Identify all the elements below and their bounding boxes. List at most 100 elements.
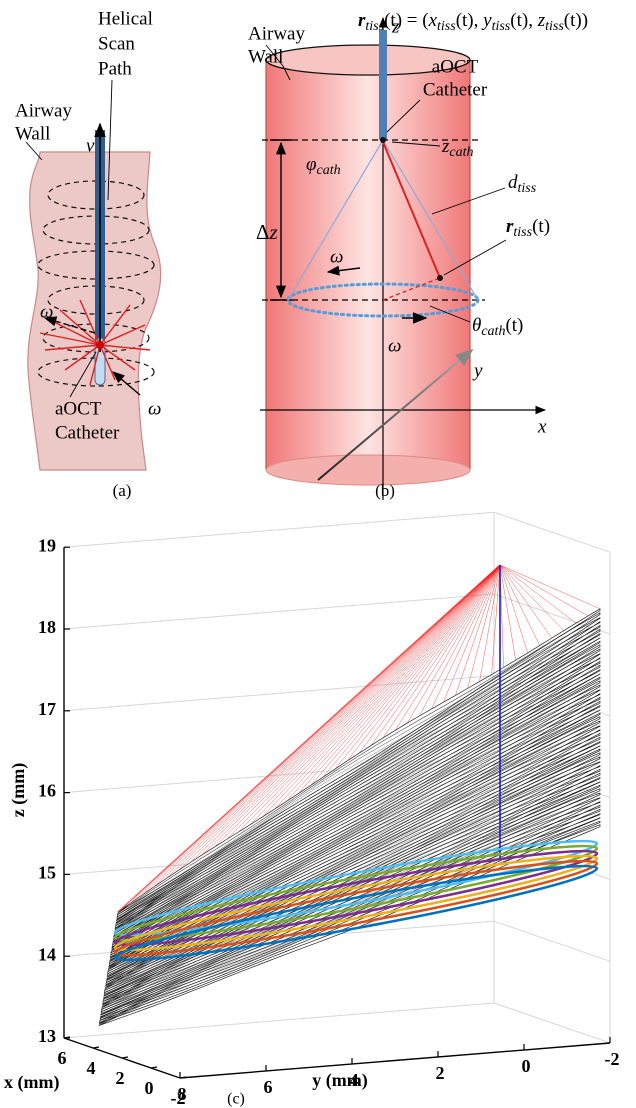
caption: (a) bbox=[113, 481, 132, 500]
airway-wall-label: Wall bbox=[15, 123, 50, 144]
segmented-ring bbox=[113, 854, 599, 952]
beam-line bbox=[298, 564, 501, 794]
z-tick-label: 16 bbox=[38, 781, 56, 801]
tissue-point bbox=[437, 275, 443, 281]
scan-trace bbox=[110, 693, 601, 958]
label-part: r bbox=[358, 10, 366, 31]
z-tick-label: 19 bbox=[38, 535, 56, 555]
y-tick-label: 8 bbox=[178, 1084, 187, 1104]
catheter-point bbox=[380, 137, 386, 143]
segmented-ring bbox=[113, 849, 599, 947]
y-tick-label: 6 bbox=[264, 1077, 273, 1097]
catheter-label: aOCT bbox=[55, 398, 102, 419]
beam-line bbox=[499, 564, 589, 617]
label-part: tiss bbox=[513, 225, 532, 240]
y-tick-label: 0 bbox=[522, 1056, 531, 1076]
beam-line bbox=[491, 564, 501, 675]
label-pointer bbox=[69, 351, 97, 398]
z-tick-label: 17 bbox=[38, 699, 56, 719]
beam-line bbox=[166, 564, 501, 879]
label-part: d bbox=[508, 172, 518, 193]
caption: (b) bbox=[375, 481, 395, 500]
beam-line bbox=[467, 564, 501, 689]
catheter bbox=[379, 30, 387, 140]
cylinder-bottom bbox=[265, 454, 471, 486]
x-tick bbox=[63, 1036, 71, 1039]
x-tick bbox=[179, 1076, 187, 1079]
label-part: (t), bbox=[510, 10, 537, 31]
omega-arrow bbox=[326, 265, 361, 276]
cone-edge bbox=[287, 139, 384, 301]
beam-line bbox=[190, 564, 501, 863]
omega-arrow bbox=[112, 371, 141, 396]
beam-line bbox=[129, 564, 501, 904]
caption: (c) bbox=[227, 1091, 245, 1108]
segmented-ring bbox=[113, 839, 599, 937]
beam-line bbox=[499, 564, 553, 639]
beam-line bbox=[499, 564, 577, 624]
beam-line bbox=[406, 564, 501, 724]
label-pointer bbox=[391, 141, 441, 147]
scan-trace bbox=[113, 657, 601, 939]
omega-label: ω bbox=[40, 301, 53, 322]
label-part: cath bbox=[317, 163, 341, 178]
beam-line bbox=[202, 564, 501, 855]
x-tick-label: 4 bbox=[87, 1058, 96, 1078]
beam-ray bbox=[89, 344, 101, 386]
segmented-ring bbox=[113, 864, 599, 962]
beam-line bbox=[479, 564, 501, 682]
beam-ray bbox=[59, 309, 101, 346]
z-tick-label: 18 bbox=[38, 617, 56, 637]
beam-ray bbox=[64, 344, 101, 371]
y-axis-label: y bbox=[472, 360, 483, 381]
label-part: tiss bbox=[365, 19, 384, 34]
label-part: z bbox=[537, 10, 546, 31]
r-tiss-label: rtiss(t) bbox=[506, 216, 550, 240]
beam-line bbox=[455, 564, 501, 696]
scan-path-loop bbox=[37, 250, 155, 280]
beam-line bbox=[334, 564, 501, 770]
label-part: (t) bbox=[505, 315, 523, 336]
label-pointer bbox=[265, 44, 284, 67]
beam-line bbox=[499, 564, 601, 610]
delta-z-label: Δz bbox=[256, 220, 278, 244]
label-part: (t) = ( bbox=[384, 10, 428, 31]
scan-path-label: Path bbox=[98, 58, 132, 79]
label-part: (t), bbox=[456, 10, 483, 31]
scan-trace bbox=[110, 689, 601, 956]
label-pointer bbox=[431, 187, 506, 215]
beam-line bbox=[499, 564, 516, 661]
label-part: r bbox=[506, 216, 514, 237]
scan-trace bbox=[107, 725, 601, 975]
grid-line bbox=[63, 593, 611, 635]
grid-line bbox=[63, 511, 611, 553]
scan-path-loop bbox=[37, 357, 155, 387]
y-tick-label: 4 bbox=[350, 1070, 359, 1090]
beam-line bbox=[141, 564, 501, 896]
label-part: z bbox=[441, 136, 450, 157]
x-tick-label: 0 bbox=[145, 1078, 154, 1098]
beam-origin bbox=[96, 341, 104, 349]
beam-ray bbox=[44, 344, 101, 351]
x-tick bbox=[150, 1066, 158, 1069]
beam-line bbox=[238, 564, 501, 833]
omega-label: ω bbox=[388, 335, 401, 356]
z-cath-label: zcath bbox=[441, 136, 474, 160]
beam-line bbox=[274, 564, 501, 810]
z-axis-label: z (mm) bbox=[8, 763, 29, 817]
label-part: cath bbox=[449, 145, 473, 160]
beam-line bbox=[499, 564, 540, 646]
beam-line bbox=[178, 564, 501, 871]
airway-wall-label: Airway bbox=[15, 100, 72, 121]
label-part: (t) bbox=[532, 216, 550, 237]
beam-ray bbox=[99, 344, 136, 371]
d-tiss-label: dtiss bbox=[508, 172, 537, 196]
scan-trace bbox=[116, 617, 601, 918]
beam-line bbox=[431, 564, 501, 710]
beam-line bbox=[499, 564, 528, 653]
beam-line bbox=[310, 564, 501, 786]
scan-trace bbox=[113, 653, 601, 937]
velocity-label: v bbox=[86, 135, 95, 156]
label-pointer bbox=[386, 99, 421, 133]
